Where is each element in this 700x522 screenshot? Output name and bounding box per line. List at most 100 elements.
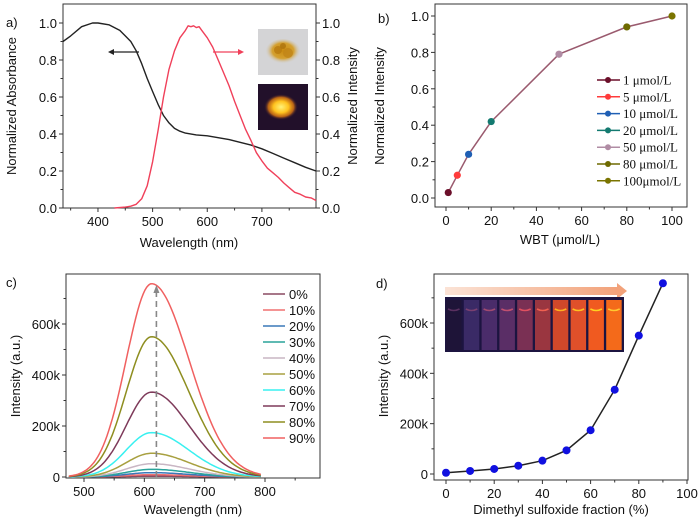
- y-tick-label: 0.0: [39, 201, 57, 216]
- data-point: [562, 446, 571, 455]
- data-point: [634, 331, 643, 340]
- y-tick-label: 0.6: [39, 90, 57, 105]
- cuvette: [535, 300, 551, 350]
- legend-marker: [605, 77, 611, 83]
- cuvette: [499, 300, 515, 350]
- legend-label: 1 μmol/L: [623, 73, 672, 88]
- data-point: [490, 464, 499, 473]
- legend-marker: [605, 127, 611, 134]
- meniscus: [518, 308, 532, 312]
- cuvette: [446, 300, 462, 350]
- spectrum-line-50pct: [68, 452, 261, 478]
- cuvette: [588, 300, 604, 350]
- legend-label: 90%: [289, 431, 315, 446]
- panel-a-absorbance-emission: a) 400 500 600 700 0.0 0.2 0.4 0.6 0.8 1.0 0.0 0.2 0…: [4, 3, 360, 250]
- data-point: [514, 461, 523, 470]
- x-tick-label: 700: [251, 214, 273, 229]
- legend-label: 5 μmol/L: [623, 89, 672, 104]
- legend-label: 10 μmol/L: [623, 106, 678, 121]
- data-point: [453, 171, 461, 179]
- meniscus: [536, 308, 549, 312]
- data-point: [610, 385, 619, 394]
- y-axis-title: Intensity (a.u.): [8, 335, 23, 417]
- y-tick-label: 1.0: [39, 16, 57, 31]
- y-tick-label-right: 1.0: [322, 16, 340, 31]
- x-tick-label: 40: [535, 486, 549, 501]
- y-tick-label: 600k: [32, 317, 61, 332]
- y-axis-title-right: Normalized Intensity: [345, 47, 360, 165]
- meniscus: [590, 308, 603, 312]
- y-tick-label: 0.6: [411, 82, 429, 97]
- inset-photo-uv: [258, 84, 308, 130]
- cuvette: [517, 300, 533, 350]
- y-tick-label-right: 0.2: [322, 164, 340, 179]
- panel-label-a: a): [6, 15, 18, 30]
- meniscus: [501, 308, 514, 312]
- legend-marker: [605, 144, 611, 151]
- y-tick-label: 600k: [400, 316, 429, 331]
- x-tick-label: 80: [620, 213, 634, 228]
- y-tick-label: 400k: [400, 366, 429, 381]
- left-arrow-icon: [108, 49, 139, 55]
- x-tick-label: 60: [583, 486, 597, 501]
- cuvette: [570, 300, 587, 350]
- spectrum-line-40pct: [68, 462, 261, 478]
- data-point: [466, 466, 475, 475]
- meniscus: [607, 308, 621, 312]
- y-tick-label: 200k: [32, 419, 61, 434]
- meniscus: [483, 308, 496, 312]
- cuvette: [463, 300, 480, 350]
- x-tick-label: 100: [676, 486, 698, 501]
- legend-label: 40%: [289, 351, 315, 366]
- x-tick-label: 0: [442, 213, 449, 228]
- legend-marker: [605, 177, 611, 184]
- x-tick-label: 600: [196, 214, 218, 229]
- plot-frame: [62, 3, 317, 209]
- spectrum-line-80pct: [68, 336, 261, 478]
- legend-label: 60%: [289, 383, 315, 398]
- legend: 0%10%20%30%40%50%60%70%80%90%: [263, 287, 315, 446]
- y-tick-label: 400k: [32, 368, 61, 383]
- data-point: [555, 50, 563, 58]
- plot-frame: [433, 273, 689, 481]
- panel-d-dmso-fraction: d) 0 20 40 60 80 100 0 200k 400k 600k Dimethyl su…: [376, 273, 698, 517]
- legend-label: 0%: [289, 287, 308, 302]
- spectrum-line-70pct: [68, 391, 261, 478]
- data-point: [442, 468, 450, 477]
- spectrum-line-60pct: [68, 431, 261, 478]
- series-line-absorbance: [62, 22, 317, 172]
- legend-label: 50%: [289, 367, 315, 382]
- panel-c-emission-spectra: c) 500 600 700 800 0 200k 400k 600k 0%10%20%30%…: [6, 273, 321, 517]
- y-tick-label: 0.0: [411, 191, 429, 206]
- legend-label: 70%: [289, 399, 315, 414]
- x-tick-label: 600: [133, 484, 155, 499]
- meniscus: [572, 308, 585, 312]
- x-tick-label: 100: [661, 213, 683, 228]
- x-tick-label: 60: [574, 213, 588, 228]
- y-tick-label: 0.8: [39, 53, 57, 68]
- data-point: [465, 150, 473, 158]
- y-tick-label: 0.2: [411, 155, 429, 170]
- y-tick-label: 1.0: [411, 9, 429, 24]
- y-tick-label: 0.4: [39, 127, 57, 142]
- y-tick-label-right: 0.8: [322, 53, 340, 68]
- right-arrow-icon: [213, 49, 244, 55]
- data-point: [668, 12, 676, 20]
- plot-frame: [65, 273, 321, 479]
- data-point: [586, 426, 595, 435]
- series-line-emission: [114, 25, 317, 209]
- x-tick-label: 500: [73, 484, 95, 499]
- x-axis-title: Wavelength (nm): [140, 235, 239, 250]
- data-point: [444, 188, 452, 197]
- meniscus: [465, 308, 478, 312]
- inset-photo-cuvettes: [445, 297, 624, 352]
- y-tick-label: 0.2: [39, 164, 57, 179]
- x-tick-label: 20: [487, 486, 501, 501]
- panel-b-concentration: b) 0 20 40 60 80 100 0.0 0.2 0.4 0.6 0.8 1.0 1 μmol…: [372, 3, 688, 247]
- x-tick-label: 500: [142, 214, 164, 229]
- meniscus: [554, 308, 567, 312]
- x-tick-label: 80: [632, 486, 646, 501]
- inset-photo-daylight: [258, 29, 308, 75]
- x-axis-title: Wavelength (nm): [144, 502, 243, 517]
- spectrum-line-90pct: [68, 282, 261, 477]
